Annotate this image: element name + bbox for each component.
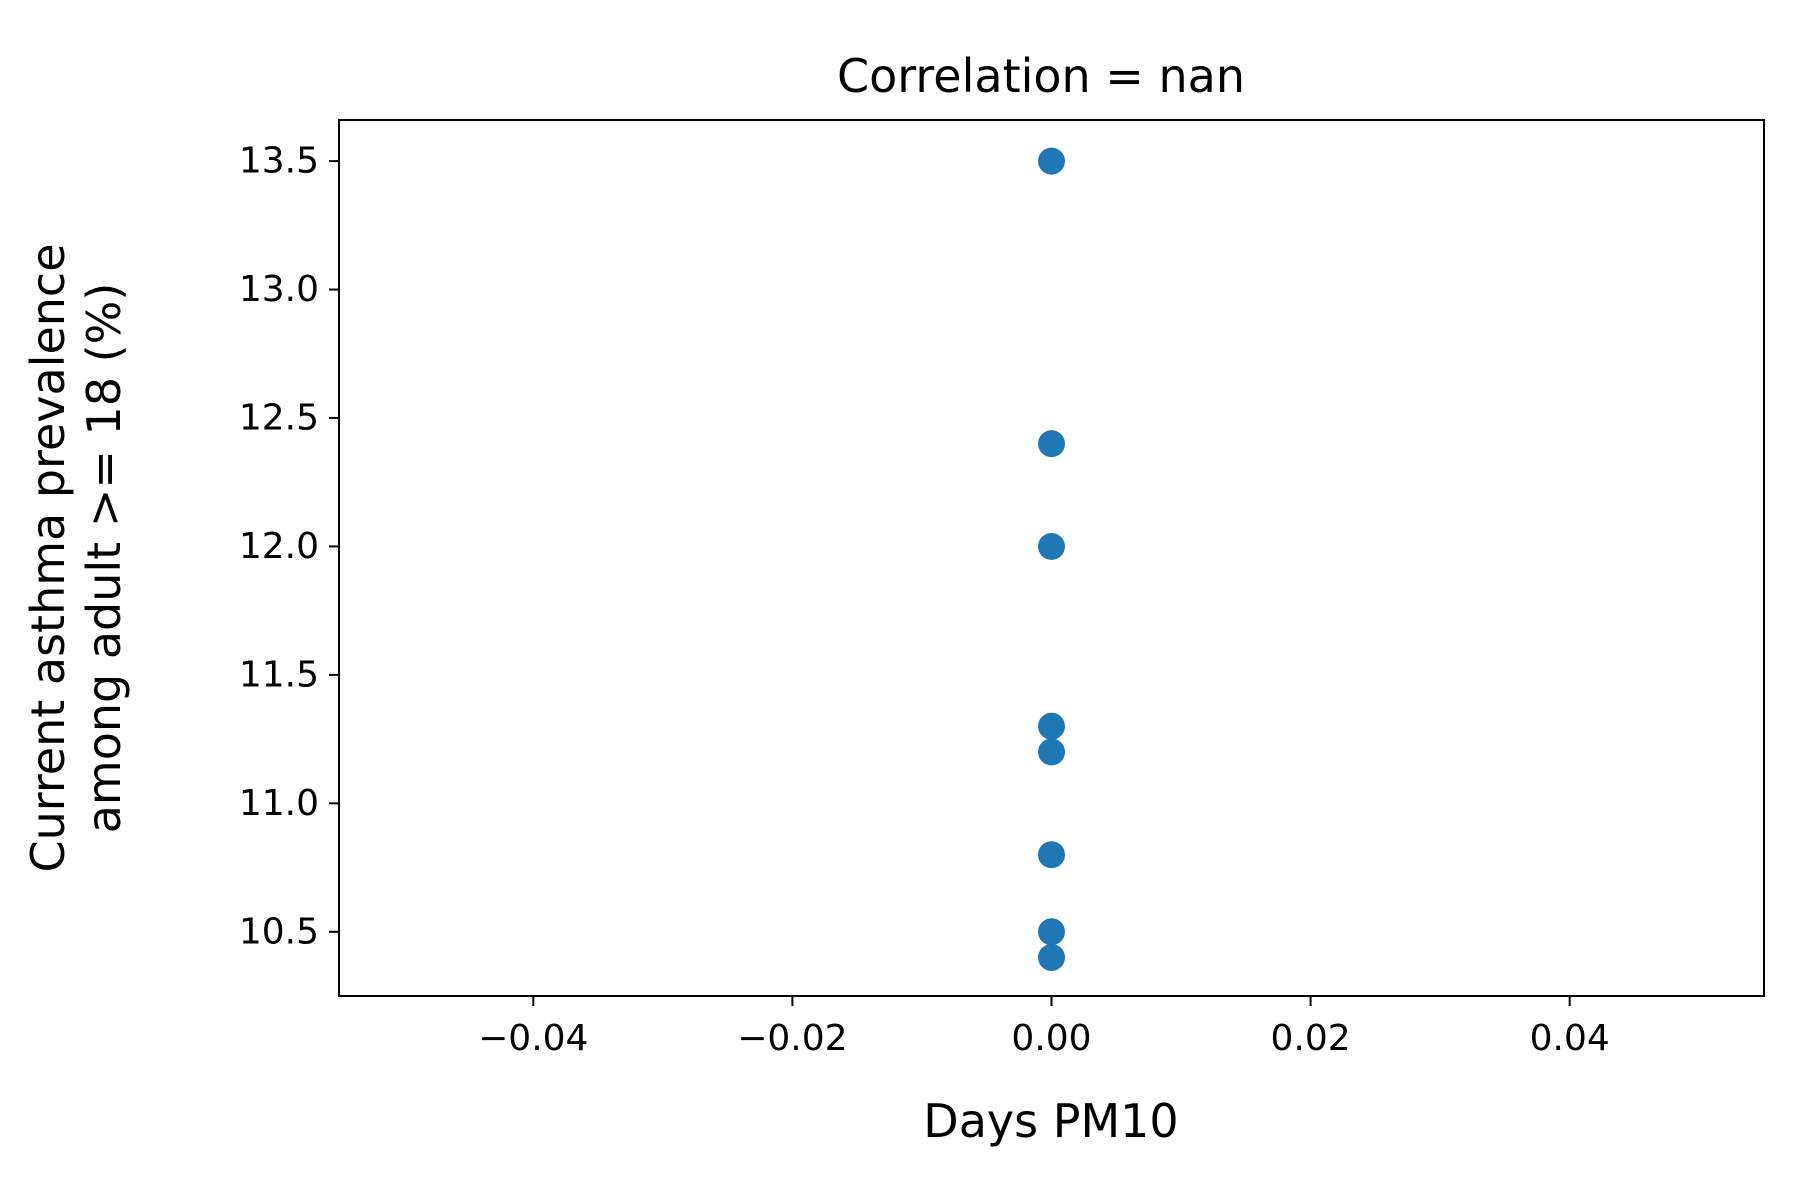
y-tick-label: 11.5	[239, 654, 319, 695]
scatter-point	[1038, 943, 1065, 971]
y-axis-title-line-1: Current asthma prevalence	[21, 244, 75, 873]
x-tick-label: 0.02	[1271, 1018, 1351, 1059]
scatter-point	[1038, 430, 1065, 458]
y-tick-label: 13.0	[239, 269, 319, 310]
y-axis-title-line-2: among adult >= 18 (%)	[77, 283, 131, 834]
y-axis-title: Current asthma prevalence among adult >=…	[21, 244, 131, 873]
x-axis-ticks: −0.04 −0.02 0.00 0.02 0.04	[478, 996, 1610, 1059]
x-tick-label: −0.02	[737, 1018, 847, 1059]
scatter-point	[1038, 738, 1065, 766]
x-tick-label: 0.00	[1011, 1018, 1091, 1059]
y-tick-label: 11.0	[239, 783, 319, 824]
plot-area-frame	[338, 119, 1765, 997]
y-tick-label: 12.5	[239, 397, 319, 438]
y-tick-label: 12.0	[239, 526, 319, 567]
y-tick-label: 13.5	[239, 141, 319, 182]
x-tick-label: 0.04	[1530, 1018, 1610, 1059]
x-axis-title: Days PM10	[923, 1094, 1178, 1148]
scatter-point	[1038, 147, 1065, 175]
scatter-point	[1038, 532, 1065, 560]
y-axis-ticks: 10.5 11.0 11.5 12.0 12.5 13.0 13.5	[239, 141, 339, 952]
chart-title: Correlation = nan	[837, 49, 1245, 103]
scatter-point	[1038, 712, 1065, 740]
y-tick-label: 10.5	[239, 911, 319, 952]
scatter-point	[1038, 841, 1065, 869]
x-tick-label: −0.04	[478, 1018, 588, 1059]
scatter-point	[1038, 918, 1065, 946]
data-points	[1038, 147, 1065, 971]
